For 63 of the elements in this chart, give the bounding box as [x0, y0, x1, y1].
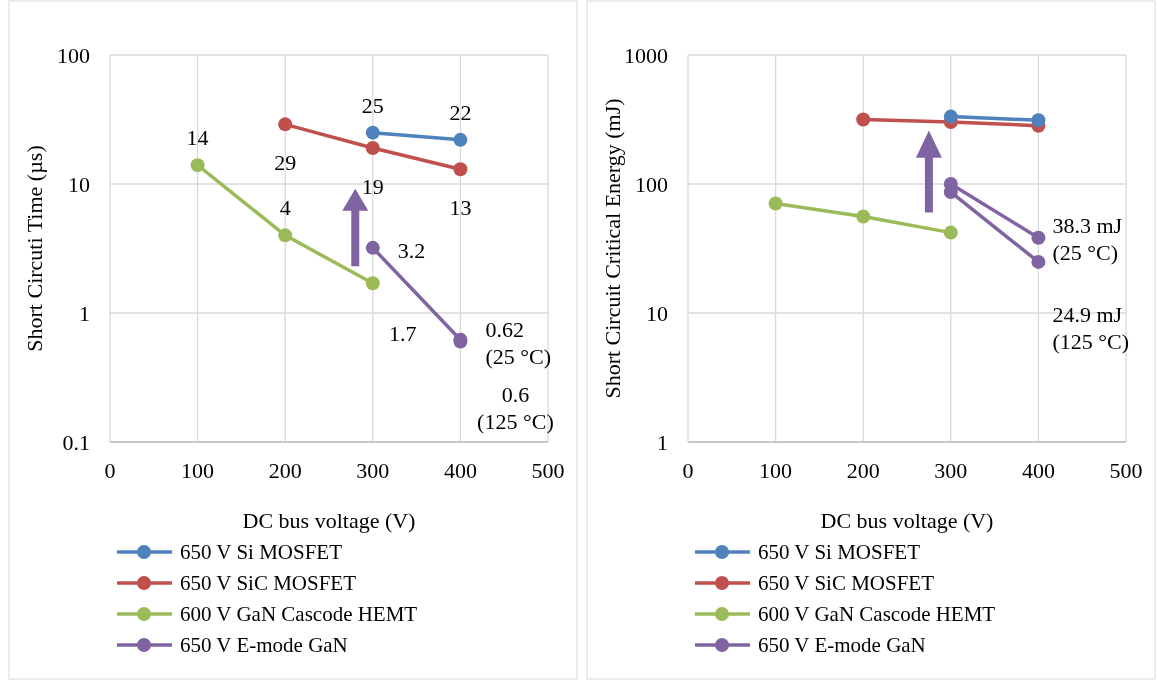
x-tick-label: 500 [1109, 458, 1143, 483]
point [943, 177, 958, 191]
x-tick-label: 400 [1021, 458, 1055, 483]
y-tick-label: 1000 [624, 43, 668, 68]
data-label: 19 [361, 174, 384, 200]
data-label: 13 [449, 195, 472, 221]
x-axis-title: DC bus voltage (V) [242, 508, 416, 533]
point [856, 112, 871, 127]
x-tick-label: 100 [759, 458, 793, 483]
data-label: 0.62 (25 °C) [485, 316, 552, 369]
x-tick-label: 300 [934, 458, 968, 483]
y-tick-label: 10 [646, 301, 668, 326]
point [190, 158, 205, 173]
y-axis-title: Short Circuti Time (µs) [22, 145, 47, 352]
data-label: 1.7 [389, 321, 417, 347]
point [1031, 254, 1046, 269]
point [453, 162, 468, 177]
legend-label: 650 V SiC MOSFET [180, 571, 357, 595]
point [943, 109, 958, 124]
legend-label: 650 V SiC MOSFET [758, 571, 935, 595]
point [856, 209, 871, 224]
point [943, 225, 958, 240]
point [365, 141, 380, 156]
y-tick-label: 1 [657, 430, 668, 455]
x-tick-label: 200 [268, 458, 302, 483]
y-axis-title: Short Circuit Critical Energy (mJ) [600, 98, 625, 399]
legend-label: 600 V GaN Cascode HEMT [758, 602, 996, 626]
point [453, 132, 468, 147]
data-label: 22 [449, 99, 472, 125]
point [365, 125, 380, 140]
data-label: 29 [274, 150, 297, 176]
data-label: 0.6 (125 °C) [477, 381, 554, 434]
point [278, 117, 293, 132]
data-label: 24.9 mJ (125 °C) [1052, 301, 1130, 354]
x-tick-label: 400 [443, 458, 477, 483]
x-tick-label: 200 [846, 458, 880, 483]
point [768, 196, 783, 211]
point [1031, 230, 1046, 245]
data-label: 4 [279, 195, 291, 221]
legend-label: 650 V E-mode GaN [758, 633, 926, 657]
data-label: 14 [186, 125, 209, 151]
legend-label: 650 V E-mode GaN [180, 633, 348, 657]
y-tick-label: 100 [57, 43, 90, 68]
legend-label: 650 V Si MOSFET [180, 540, 343, 564]
point [1031, 113, 1046, 128]
point [365, 240, 380, 255]
x-tick-label: 500 [531, 458, 565, 483]
point [365, 276, 380, 291]
y-tick-label: 100 [635, 172, 668, 197]
data-label: 38.3 mJ (25 °C) [1052, 212, 1123, 265]
x-axis-title: DC bus voltage (V) [820, 508, 994, 533]
legend-label: 650 V Si MOSFET [758, 540, 921, 564]
legend-label: 600 V GaN Cascode HEMT [180, 602, 418, 626]
x-tick-label: 100 [181, 458, 215, 483]
x-tick-label: 0 [682, 458, 694, 483]
data-label: 25 [361, 92, 384, 118]
x-tick-label: 300 [356, 458, 390, 483]
y-tick-label: 1 [79, 301, 90, 326]
y-tick-label: 0.1 [62, 430, 90, 455]
point [278, 228, 293, 243]
x-tick-label: 0 [104, 458, 116, 483]
y-tick-label: 10 [68, 172, 90, 197]
data-label: 3.2 [397, 237, 426, 263]
